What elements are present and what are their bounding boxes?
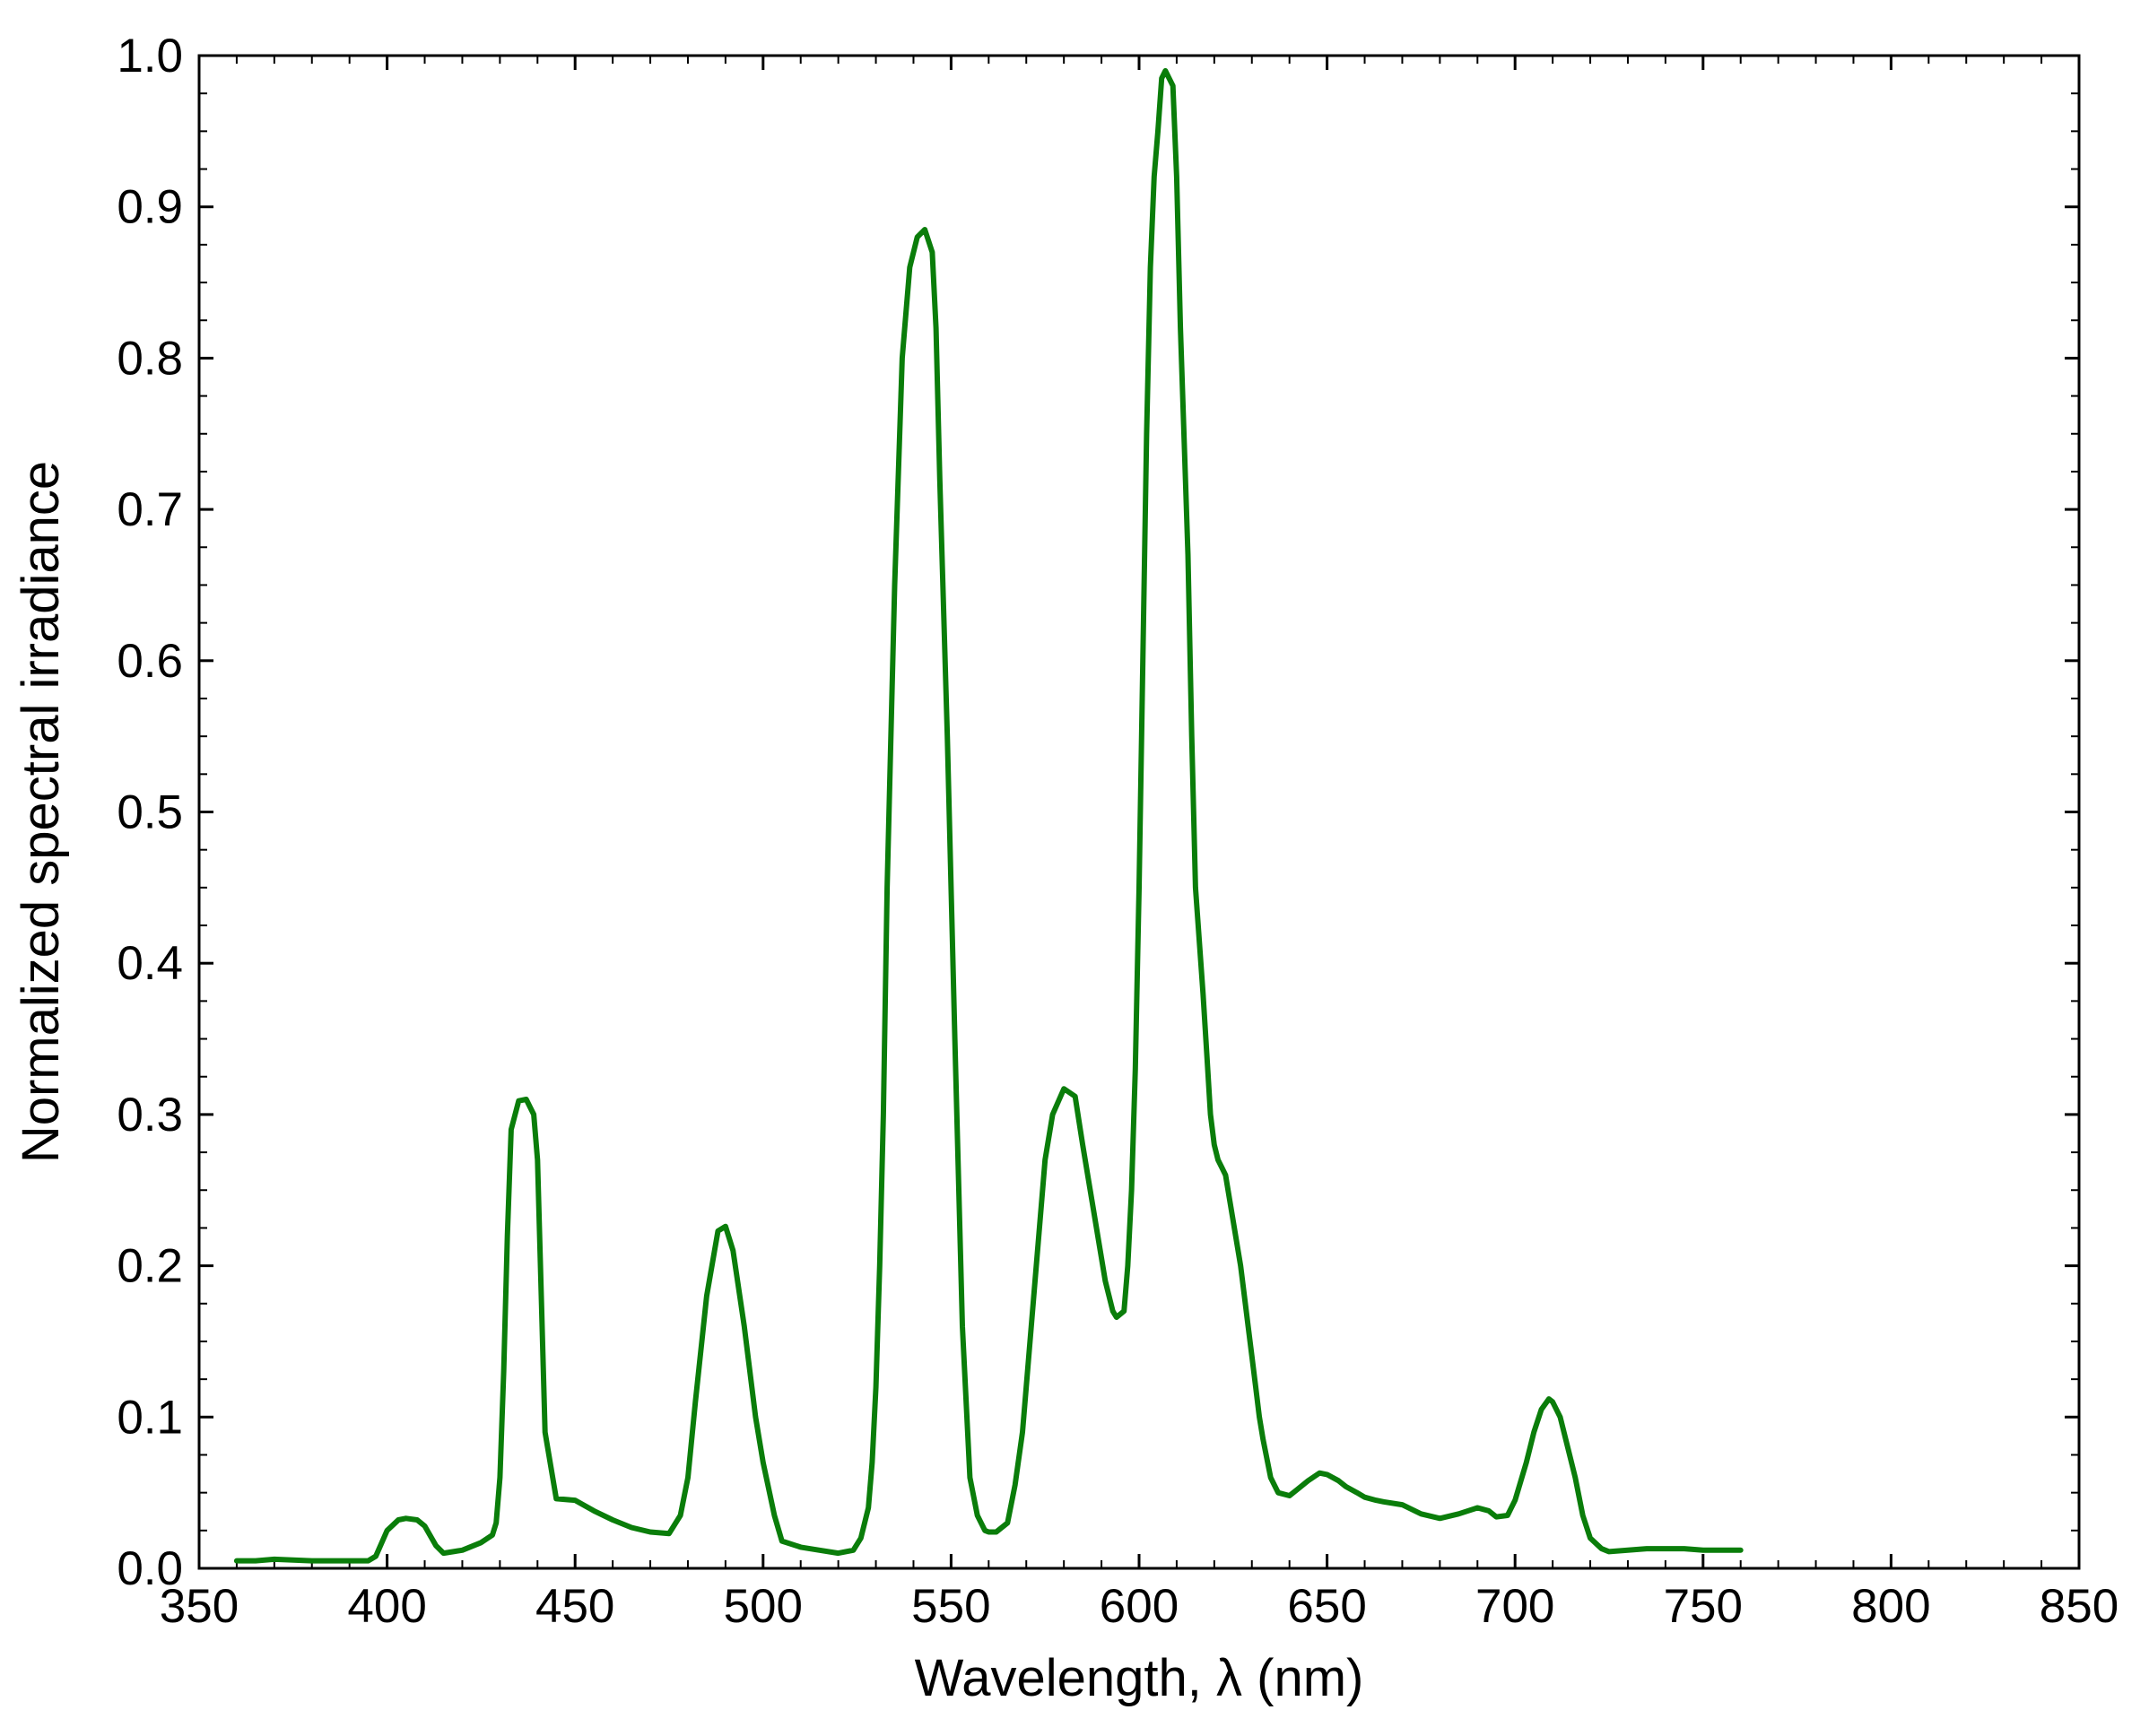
x-tick-label: 700 [1475,1580,1554,1633]
y-tick-label: 0.3 [117,1089,183,1141]
y-tick-label: 0.0 [117,1542,183,1595]
x-tick-label: 550 [911,1580,990,1633]
series-layer [233,67,1744,1564]
y-axis-title: Normalized spectral irradiance [12,461,70,1163]
y-tick-label: 0.7 [117,483,183,536]
x-tick-label: 500 [724,1580,803,1633]
x-tick-labels: 350 400 450 500 550 600 650 700 750 800 850 [160,1580,2119,1633]
y-tick-label: 0.5 [117,786,183,839]
x-tick-label: 350 [160,1580,239,1633]
y-tick-label: 0.1 [117,1391,183,1444]
y-tick-label: 0.8 [117,332,183,385]
x-tick-label: 850 [2040,1580,2119,1633]
plot-frame [197,54,2081,1570]
y-tick-label: 0.9 [117,181,183,234]
y-tick-label: 0.6 [117,635,183,688]
y-tick-label: 0.4 [117,937,183,990]
x-tick-label: 650 [1287,1580,1366,1633]
y-tick-labels: 0.0 0.1 0.2 0.3 0.4 0.5 0.6 0.7 0.8 0.9 1.0 [117,30,183,1595]
y-tick-label: 1.0 [117,30,183,82]
x-tick-label: 750 [1664,1580,1743,1633]
spectrum-line [233,67,1744,1564]
x-tick-label: 450 [535,1580,614,1633]
x-axis-title: Wavelength, λ (nm) [915,1649,1364,1707]
y-tick-label: 0.2 [117,1240,183,1293]
x-tick-label: 800 [1851,1580,1930,1633]
x-tick-label: 600 [1100,1580,1179,1633]
x-tick-label: 400 [347,1580,426,1633]
